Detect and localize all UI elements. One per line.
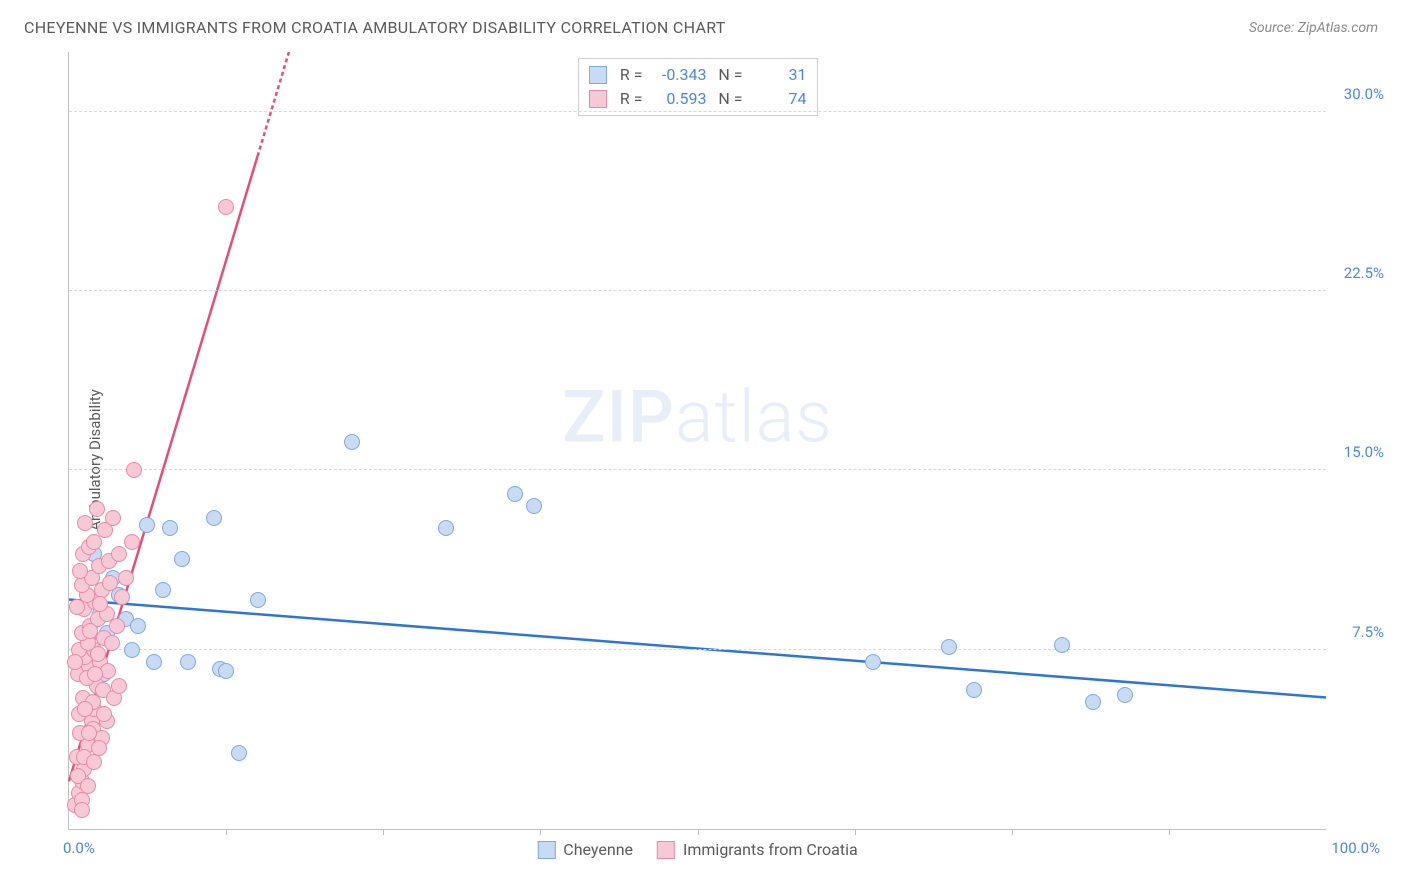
data-point <box>81 725 97 741</box>
watermark-zip: ZIP <box>562 375 675 460</box>
chart-container: Ambulatory Disability ZIPatlas R = -0.34… <box>24 52 1386 868</box>
chart-title: CHEYENNE VS IMMIGRANTS FROM CROATIA AMBU… <box>24 18 726 37</box>
series-legend: Cheyenne Immigrants from Croatia <box>537 840 857 859</box>
data-point <box>146 654 162 670</box>
trendlines-svg <box>69 52 1326 829</box>
data-point <box>865 654 881 670</box>
data-point <box>72 563 88 579</box>
data-point <box>966 682 982 698</box>
r-value-0: -0.343 <box>651 63 707 87</box>
data-point <box>438 520 454 536</box>
gridline <box>69 290 1326 291</box>
data-point <box>507 486 523 502</box>
gridline <box>69 469 1326 470</box>
data-point <box>102 575 118 591</box>
legend-swatch-1 <box>589 90 607 108</box>
data-point <box>250 592 266 608</box>
data-point <box>1054 637 1070 653</box>
data-point <box>92 596 108 612</box>
r-value-1: 0.593 <box>651 87 707 111</box>
data-point <box>174 551 190 567</box>
y-tick-label: 22.5% <box>1344 264 1384 282</box>
data-point <box>218 663 234 679</box>
y-tick-label: 15.0% <box>1344 443 1384 461</box>
x-tick <box>1012 829 1013 835</box>
data-point <box>941 639 957 655</box>
data-point <box>77 701 93 717</box>
data-point <box>90 646 106 662</box>
y-tick-label: 7.5% <box>1352 623 1384 641</box>
y-tick-label: 30.0% <box>1344 85 1384 103</box>
data-point <box>82 623 98 639</box>
legend-swatch-b0 <box>537 841 555 859</box>
data-point <box>124 642 140 658</box>
legend-swatch-0 <box>589 66 607 84</box>
r-label: R = <box>615 63 643 87</box>
data-point <box>155 582 171 598</box>
n-value-1: 74 <box>751 87 807 111</box>
n-label: N = <box>715 63 743 87</box>
x-tick-label: 100.0% <box>1331 839 1380 857</box>
data-point <box>109 618 125 634</box>
data-point <box>126 462 142 478</box>
data-point <box>162 520 178 536</box>
data-point <box>124 534 140 550</box>
data-point <box>89 501 105 517</box>
data-point <box>118 570 134 586</box>
legend-item-0: Cheyenne <box>537 840 633 859</box>
data-point <box>139 517 155 533</box>
legend-item-1: Immigrants from Croatia <box>657 840 858 859</box>
data-point <box>130 618 146 634</box>
data-point <box>105 510 121 526</box>
source-attribution: Source: ZipAtlas.com <box>1249 20 1378 36</box>
data-point <box>111 546 127 562</box>
legend-row-series-1: R = 0.593 N = 74 <box>589 87 807 111</box>
data-point <box>96 706 112 722</box>
r-label: R = <box>615 87 643 111</box>
data-point <box>180 654 196 670</box>
data-point <box>77 515 93 531</box>
data-point <box>114 589 130 605</box>
x-tick <box>1169 829 1170 835</box>
data-point <box>206 510 222 526</box>
gridline <box>69 111 1326 112</box>
legend-row-series-0: R = -0.343 N = 31 <box>589 63 807 87</box>
x-tick <box>383 829 384 835</box>
data-point <box>86 754 102 770</box>
gridline <box>69 649 1326 650</box>
data-point <box>111 678 127 694</box>
correlation-legend: R = -0.343 N = 31 R = 0.593 N = 74 <box>578 58 818 116</box>
data-point <box>526 498 542 514</box>
watermark: ZIPatlas <box>562 375 833 460</box>
x-tick <box>855 829 856 835</box>
x-tick <box>698 829 699 835</box>
legend-swatch-b1 <box>657 841 675 859</box>
data-point <box>1085 694 1101 710</box>
data-point <box>1117 687 1133 703</box>
x-tick-label: 0.0% <box>63 839 95 857</box>
data-point <box>104 635 120 651</box>
watermark-atlas: atlas <box>675 375 833 460</box>
x-tick <box>226 829 227 835</box>
data-point <box>231 745 247 761</box>
x-tick <box>540 829 541 835</box>
data-point <box>67 654 83 670</box>
data-point <box>344 434 360 450</box>
n-value-0: 31 <box>751 63 807 87</box>
n-label: N = <box>715 87 743 111</box>
data-point <box>218 199 234 215</box>
legend-label-0: Cheyenne <box>563 840 633 859</box>
data-point <box>80 778 96 794</box>
plot-area: ZIPatlas R = -0.343 N = 31 R = 0.593 N =… <box>68 52 1326 830</box>
data-point <box>87 666 103 682</box>
data-point <box>74 802 90 818</box>
data-point <box>91 740 107 756</box>
legend-label-1: Immigrants from Croatia <box>683 840 858 859</box>
